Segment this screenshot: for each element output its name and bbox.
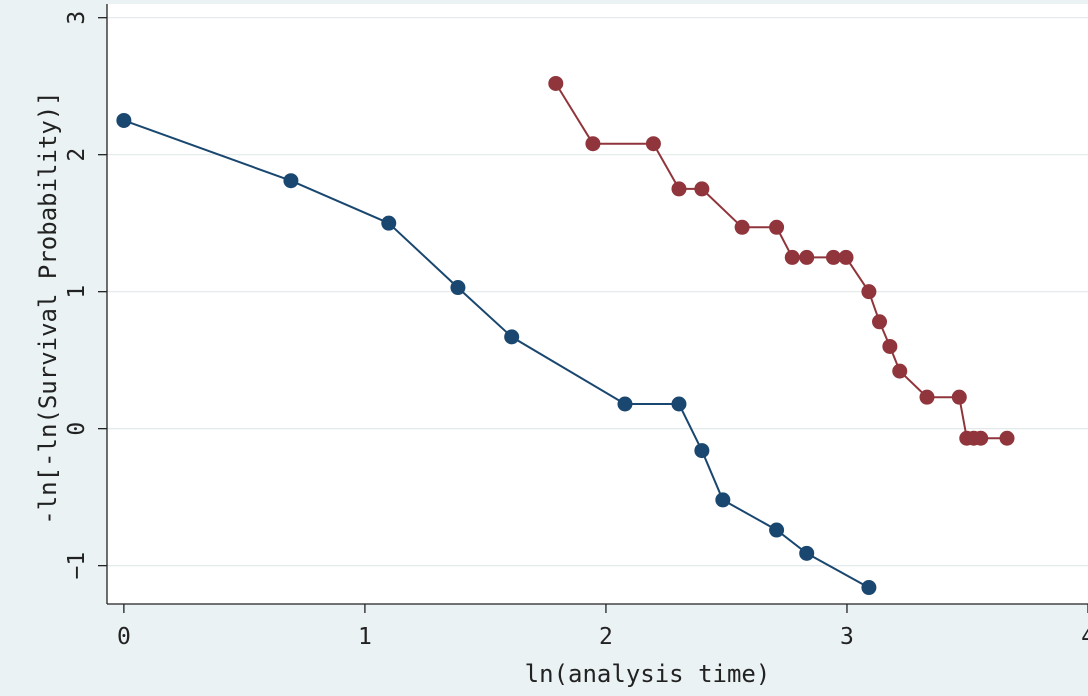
data-point: [617, 396, 633, 412]
data-point: [585, 136, 601, 152]
data-point: [973, 430, 989, 446]
data-point: [784, 249, 800, 265]
data-point: [450, 280, 466, 296]
x-tick-label: 2: [599, 624, 613, 650]
data-point: [951, 389, 967, 405]
ticks: 0 1 2 3 4 −1 0 1 2 3: [64, 11, 1088, 650]
plot-area: [107, 4, 1088, 604]
data-point: [861, 580, 877, 596]
data-point: [872, 314, 888, 330]
x-tick-label: 3: [840, 624, 854, 650]
series-1: [548, 75, 1015, 446]
data-point: [671, 396, 687, 412]
data-point: [861, 284, 877, 300]
data-point: [769, 522, 785, 538]
x-axis-title: ln(analysis time): [525, 660, 771, 688]
y-tick-label: −1: [64, 552, 90, 580]
data-point: [671, 181, 687, 197]
data-point: [694, 443, 710, 459]
data-point: [645, 136, 661, 152]
data-point: [838, 249, 854, 265]
x-tick-label: 1: [358, 624, 372, 650]
data-point: [694, 181, 710, 197]
series-0: [116, 112, 877, 596]
data-point: [799, 545, 815, 561]
y-tick-label: 0: [64, 422, 90, 436]
data-point: [734, 219, 750, 235]
y-tick-label: 2: [64, 148, 90, 162]
y-axis-title: -ln[-ln(Survival Probability)]: [34, 91, 62, 524]
data-point: [882, 338, 898, 354]
data-point: [825, 249, 841, 265]
x-tick-label: 0: [117, 624, 131, 650]
data-point: [548, 75, 564, 91]
axes: [106, 4, 1088, 605]
data-point: [799, 249, 815, 265]
data-point: [919, 389, 935, 405]
data-point: [999, 430, 1015, 446]
y-tick-label: 3: [64, 11, 90, 25]
data-point: [715, 492, 731, 508]
data-point: [381, 215, 397, 231]
series-layer: [116, 75, 1015, 596]
data-point: [116, 112, 132, 128]
data-point: [283, 173, 299, 189]
x-tick-label: 4: [1081, 624, 1088, 650]
data-point: [892, 363, 908, 379]
grid-lines: [107, 17, 1088, 567]
y-tick-label: 1: [64, 285, 90, 299]
data-point: [504, 329, 520, 345]
data-point: [769, 219, 785, 235]
